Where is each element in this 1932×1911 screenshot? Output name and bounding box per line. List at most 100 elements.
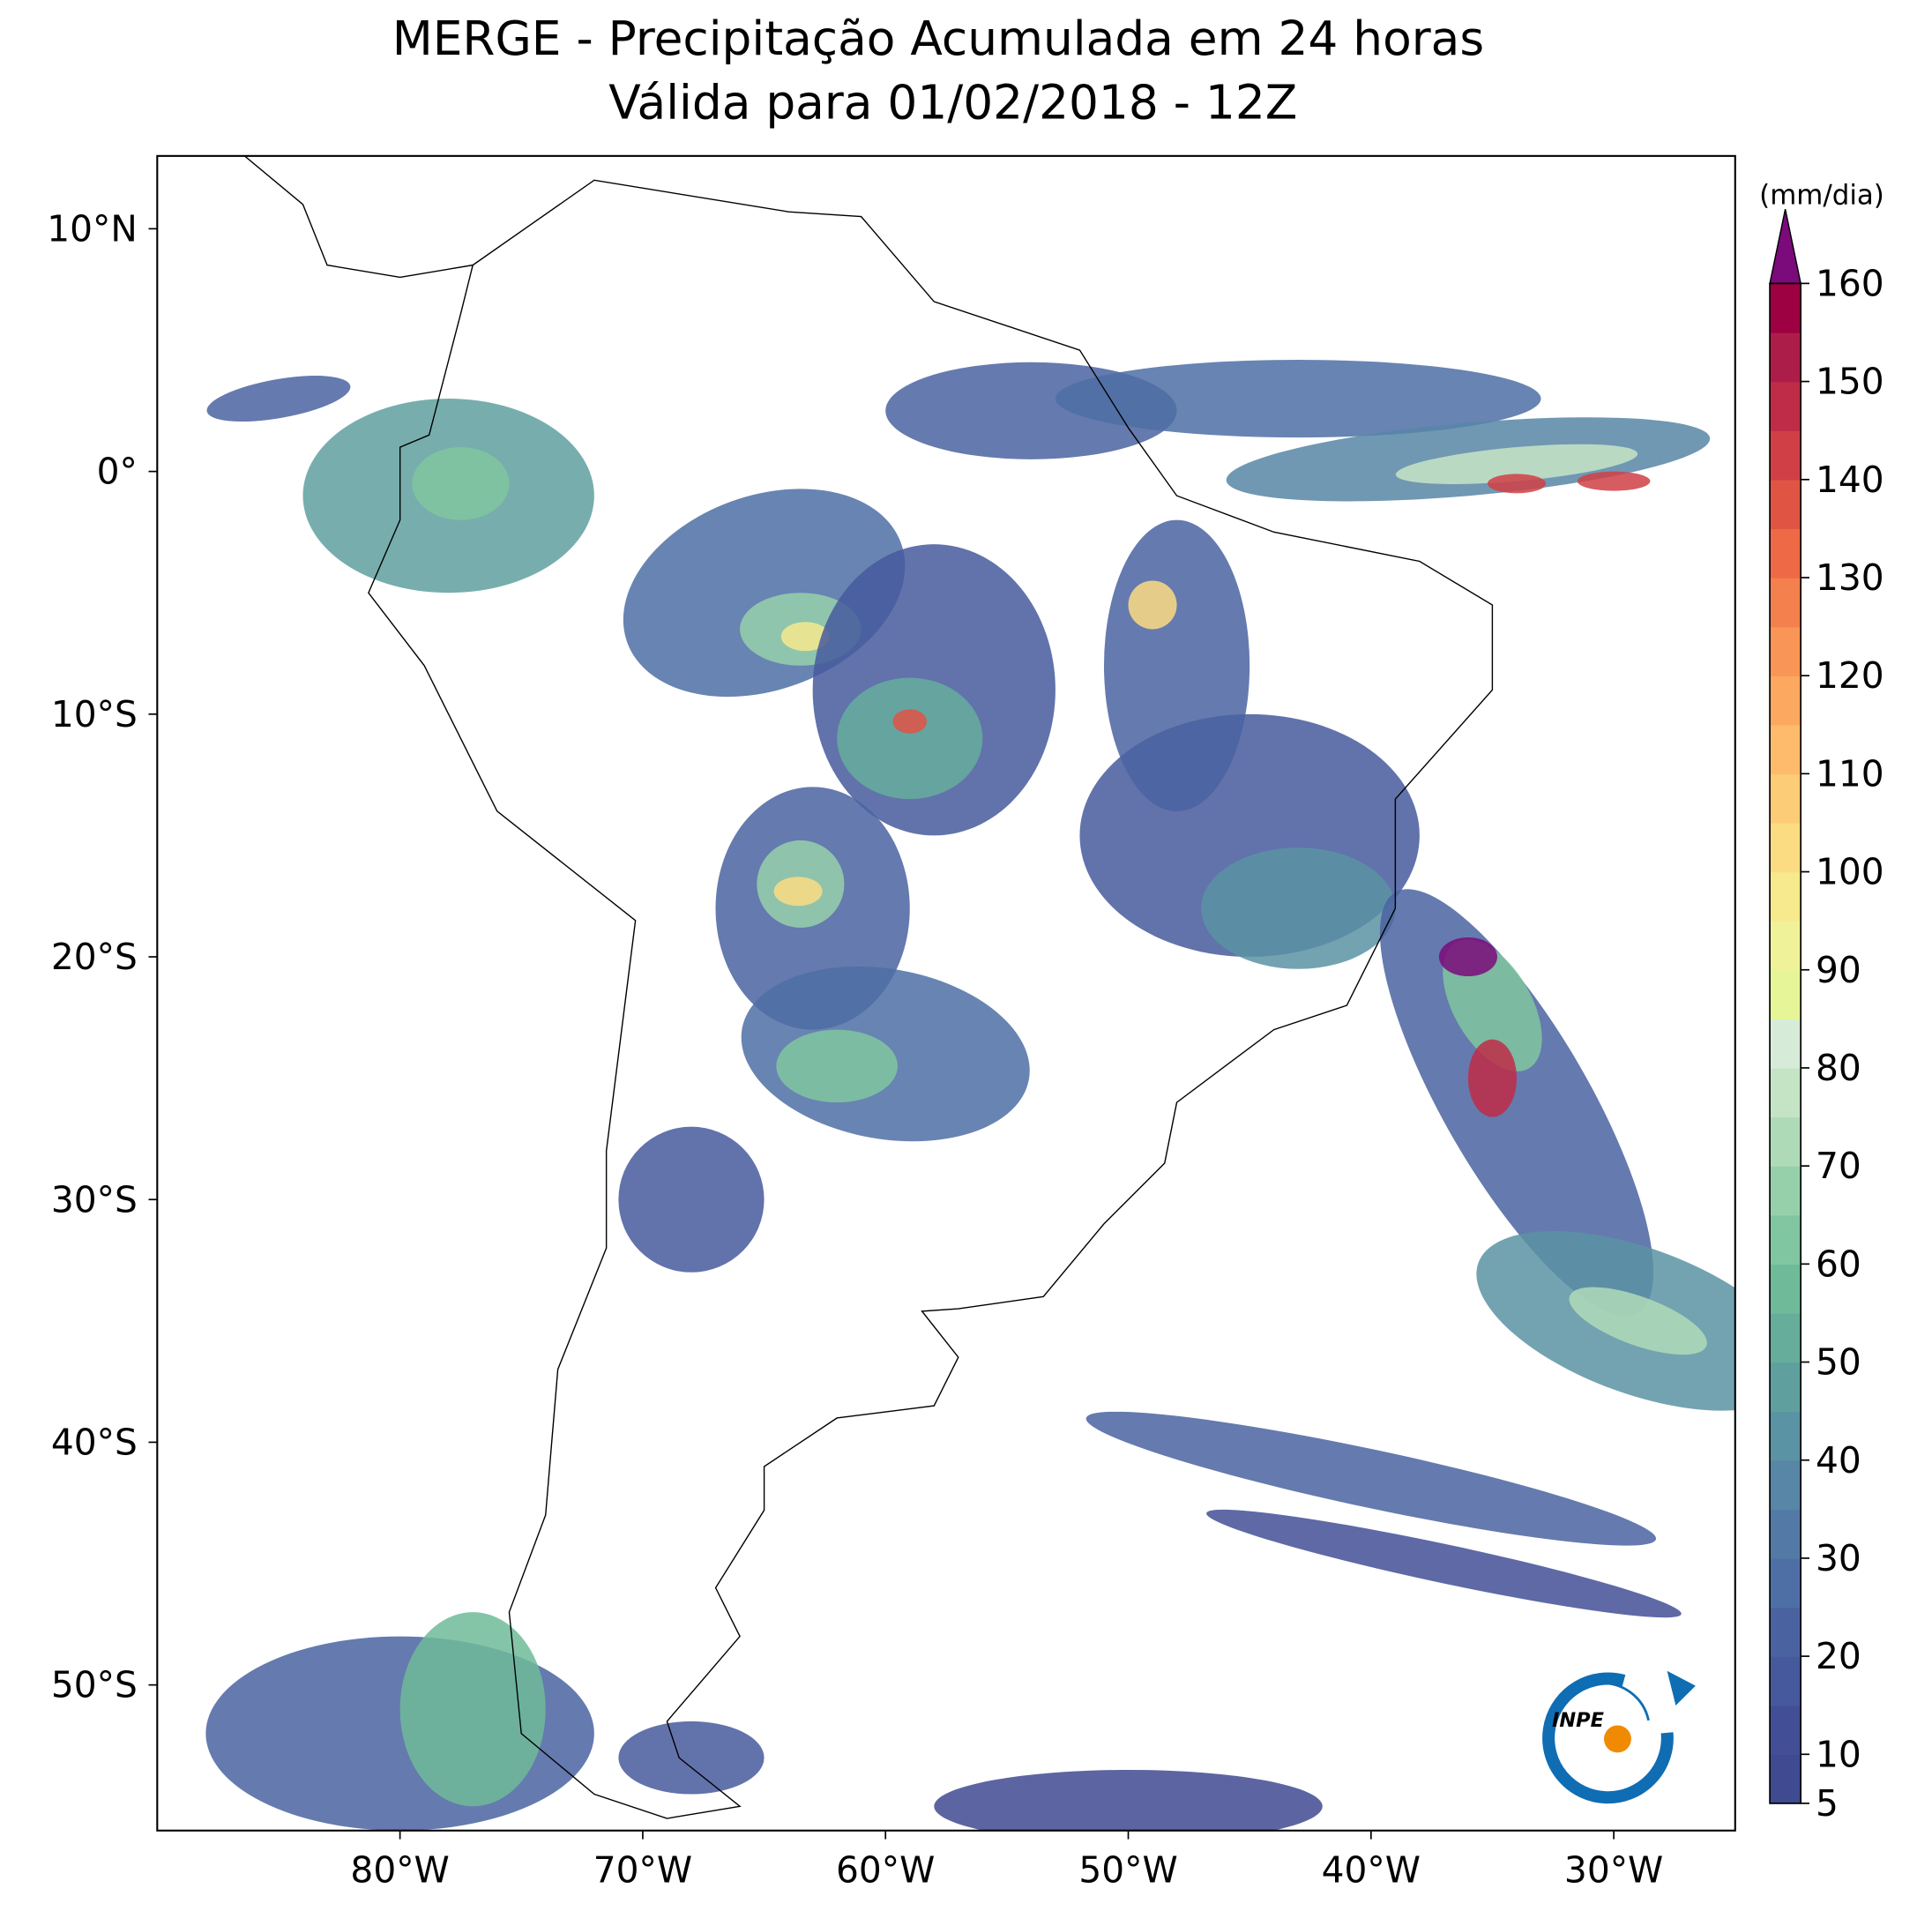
precip-area bbox=[1055, 360, 1541, 438]
logo-dot bbox=[1604, 1725, 1631, 1753]
precip-area bbox=[618, 1721, 765, 1795]
colorbar-band bbox=[1770, 1362, 1801, 1412]
colorbar-tick-label: 5 bbox=[1816, 1782, 1839, 1825]
colorbar-band bbox=[1770, 1656, 1801, 1706]
coastline bbox=[368, 179, 1494, 1819]
precip-area bbox=[1201, 847, 1396, 969]
colorbar-band bbox=[1770, 1459, 1801, 1511]
colorbar-tick-label: 160 bbox=[1816, 262, 1884, 304]
precip-area bbox=[1085, 1411, 1657, 1546]
precip-area bbox=[412, 447, 510, 520]
colorbar: 5 10 20 30 40 50 60 70 80 90 100 110 120 130 140 150 160… bbox=[1759, 180, 1884, 1825]
y-tick-label: 10°S bbox=[51, 693, 138, 735]
precip-area bbox=[1395, 444, 1638, 484]
x-tick-label: 80°W bbox=[350, 1849, 449, 1892]
logo-text: INPE bbox=[1552, 1709, 1605, 1732]
x-tick-label: 60°W bbox=[836, 1849, 935, 1892]
precip-area bbox=[780, 622, 830, 652]
x-tick-label: 30°W bbox=[1564, 1849, 1663, 1892]
precip-area bbox=[206, 376, 351, 422]
colorbar-band bbox=[1770, 1411, 1801, 1461]
colorbar-band bbox=[1770, 1166, 1801, 1216]
precip-area bbox=[618, 1126, 765, 1273]
precip-area bbox=[1206, 1509, 1682, 1618]
precip-area bbox=[1103, 519, 1250, 811]
colorbar-tick-label: 110 bbox=[1816, 752, 1884, 795]
map-area bbox=[205, 155, 1735, 1831]
precip-area bbox=[934, 1769, 1323, 1831]
colorbar-tick-label: 30 bbox=[1816, 1537, 1861, 1579]
colorbar-tick-label: 100 bbox=[1816, 851, 1884, 893]
colorbar-band bbox=[1770, 430, 1801, 481]
title-line: MERGE - Precipitação Acumulada em 24 hor… bbox=[392, 11, 1484, 66]
colorbar-band bbox=[1770, 332, 1801, 383]
colorbar-band bbox=[1770, 1557, 1801, 1609]
colorbar-band bbox=[1770, 822, 1801, 873]
colorbar-band bbox=[1770, 1705, 1801, 1756]
x-tick-label: 50°W bbox=[1078, 1849, 1177, 1892]
colorbar-tick-label: 10 bbox=[1816, 1733, 1861, 1775]
precip-area bbox=[776, 1029, 898, 1103]
colorbar-band bbox=[1770, 871, 1801, 922]
logo-arrow bbox=[1667, 1670, 1696, 1706]
map-frame bbox=[156, 154, 1736, 1832]
inpe-logo: INPE bbox=[1542, 1670, 1696, 1804]
colorbar-band bbox=[1770, 1754, 1801, 1804]
colorbar-band bbox=[1770, 724, 1801, 775]
y-tick-label: 30°S bbox=[51, 1178, 138, 1221]
y-tick-label: 0° bbox=[97, 451, 138, 493]
precip-area bbox=[1438, 937, 1497, 977]
colorbar-band bbox=[1770, 921, 1801, 971]
precip-area bbox=[1128, 580, 1177, 630]
colorbar-tick-label: 70 bbox=[1816, 1145, 1861, 1187]
precip-area bbox=[773, 877, 823, 907]
colorbar-tick-label: 150 bbox=[1816, 361, 1884, 403]
colorbar-band bbox=[1770, 773, 1801, 824]
colorbar-band bbox=[1770, 283, 1801, 333]
precip-area bbox=[837, 677, 983, 800]
x-tick-label: 40°W bbox=[1322, 1849, 1421, 1892]
axes: 80°W 70°W 60°W 50°W 40°W 30°W 10°N 0° 10°S 20°S 30… bbox=[47, 154, 1736, 1892]
colorbar-tick-label: 40 bbox=[1816, 1439, 1861, 1482]
colorbar-tick-label: 140 bbox=[1816, 459, 1884, 501]
title-line: Válida para 01/02/2018 - 12Z bbox=[608, 75, 1297, 131]
colorbar-band bbox=[1770, 479, 1801, 530]
colorbar-extend bbox=[1769, 209, 1802, 285]
colorbar-band bbox=[1770, 676, 1801, 726]
colorbar-band bbox=[1770, 1116, 1801, 1167]
x-tick-label: 70°W bbox=[593, 1849, 692, 1892]
colorbar-band bbox=[1770, 1607, 1801, 1657]
logo-orbit bbox=[1599, 1682, 1650, 1721]
colorbar-band bbox=[1770, 381, 1801, 431]
colorbar-band bbox=[1770, 969, 1801, 1020]
colorbar-tick-label: 60 bbox=[1816, 1243, 1861, 1285]
precip-area bbox=[1487, 474, 1547, 494]
logo-arc bbox=[1542, 1672, 1674, 1804]
colorbar-band bbox=[1770, 1019, 1801, 1069]
precip-area bbox=[1569, 1287, 1707, 1355]
colorbar-tick-label: 20 bbox=[1816, 1635, 1861, 1677]
colorbar-band bbox=[1770, 1312, 1801, 1363]
colorbar-tick-label: 90 bbox=[1816, 949, 1861, 991]
colorbar-tick-label: 120 bbox=[1816, 654, 1884, 697]
precip-area bbox=[1577, 471, 1651, 491]
y-tick-label: 20°S bbox=[51, 936, 138, 978]
colorbar-band bbox=[1770, 1509, 1801, 1559]
y-tick-label: 10°N bbox=[47, 207, 138, 250]
colorbar-band bbox=[1770, 577, 1801, 628]
colorbar-tick-label: 80 bbox=[1816, 1047, 1861, 1089]
y-tick-label: 50°S bbox=[51, 1664, 138, 1706]
colorbar-tick-label: 130 bbox=[1816, 556, 1884, 599]
colorbar-unit: (mm/dia) bbox=[1759, 180, 1884, 212]
y-tick-label: 40°S bbox=[51, 1421, 138, 1463]
colorbar-frame bbox=[1769, 282, 1802, 1804]
precip-area bbox=[1467, 1039, 1518, 1117]
colorbar-tick-label: 50 bbox=[1816, 1341, 1861, 1384]
colorbar-band bbox=[1770, 1214, 1801, 1265]
colorbar-band bbox=[1770, 528, 1801, 579]
colorbar-band bbox=[1770, 1067, 1801, 1118]
coastline bbox=[243, 155, 474, 279]
colorbar-band bbox=[1770, 1264, 1801, 1314]
colorbar-band bbox=[1770, 626, 1801, 676]
